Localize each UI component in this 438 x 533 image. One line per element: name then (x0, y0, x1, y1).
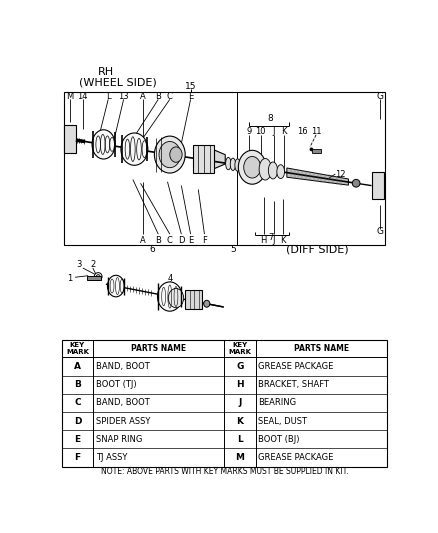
Text: KEY
MARK: KEY MARK (66, 342, 89, 356)
Text: 8: 8 (267, 114, 273, 123)
Text: C: C (167, 92, 173, 101)
Text: BOOT (TJ): BOOT (TJ) (96, 380, 137, 389)
Text: GREASE PACKAGE: GREASE PACKAGE (258, 453, 334, 462)
Text: 1: 1 (67, 273, 72, 282)
Text: B: B (155, 92, 161, 101)
Ellipse shape (244, 157, 261, 178)
Text: E: E (188, 236, 193, 245)
Bar (64, 92, 385, 245)
Text: 11: 11 (311, 127, 321, 136)
Text: H: H (261, 236, 267, 245)
Text: 3: 3 (76, 261, 81, 269)
Bar (62, 340, 387, 467)
Text: NOTE: ABOVE PARTS WITH KEY MARKS MUST BE SUPPLIED IN KIT.: NOTE: ABOVE PARTS WITH KEY MARKS MUST BE… (101, 467, 348, 476)
Text: E: E (188, 92, 193, 101)
Text: J: J (272, 127, 275, 136)
Text: 4: 4 (167, 273, 173, 282)
Bar (64, 125, 76, 153)
Text: E: E (74, 435, 81, 444)
Text: (DIFF SIDE): (DIFF SIDE) (286, 245, 349, 255)
Ellipse shape (168, 288, 184, 308)
Text: A: A (74, 362, 81, 371)
Ellipse shape (158, 282, 182, 311)
Ellipse shape (96, 274, 100, 278)
Ellipse shape (352, 180, 360, 187)
Text: GREASE PACKAGE: GREASE PACKAGE (258, 362, 334, 371)
Text: 6: 6 (149, 245, 155, 254)
Ellipse shape (277, 165, 285, 179)
Text: G: G (377, 227, 384, 236)
Bar (185, 290, 202, 309)
Bar (87, 277, 100, 280)
Text: 7: 7 (269, 233, 274, 243)
Text: KEY
MARK: KEY MARK (228, 342, 251, 356)
Polygon shape (215, 150, 225, 168)
Ellipse shape (204, 300, 210, 307)
Ellipse shape (92, 130, 115, 159)
Ellipse shape (238, 150, 266, 184)
Ellipse shape (170, 147, 182, 162)
Text: C: C (167, 236, 173, 245)
Text: 5: 5 (230, 245, 236, 254)
Ellipse shape (226, 157, 231, 169)
Text: PARTS NAME: PARTS NAME (131, 344, 186, 353)
Text: L: L (237, 435, 243, 444)
Text: 15: 15 (185, 82, 196, 91)
Text: 12: 12 (336, 169, 346, 179)
Bar (193, 146, 215, 173)
Text: J: J (272, 236, 275, 245)
Text: 13: 13 (118, 92, 129, 101)
Text: K: K (280, 236, 286, 245)
Text: G: G (236, 362, 244, 371)
Text: 9: 9 (247, 127, 252, 136)
Text: A: A (140, 236, 146, 245)
Text: F: F (202, 236, 207, 245)
Text: B: B (155, 236, 161, 245)
Text: M: M (66, 92, 73, 101)
Ellipse shape (107, 275, 124, 297)
Text: SPIDER ASSY: SPIDER ASSY (96, 417, 150, 426)
Text: BAND, BOOT: BAND, BOOT (96, 362, 150, 371)
Ellipse shape (94, 273, 102, 280)
Text: 14: 14 (78, 92, 88, 101)
Text: J: J (238, 398, 242, 407)
Text: BAND, BOOT: BAND, BOOT (96, 398, 150, 407)
Text: B: B (74, 380, 81, 389)
Text: G: G (377, 92, 384, 101)
Text: SNAP RING: SNAP RING (96, 435, 142, 444)
Text: C: C (74, 398, 81, 407)
Text: A: A (140, 92, 146, 101)
Text: K: K (237, 417, 244, 426)
Text: 2: 2 (90, 261, 95, 269)
Ellipse shape (155, 136, 185, 173)
Ellipse shape (121, 133, 148, 165)
Bar (371, 172, 384, 199)
Text: D: D (178, 236, 184, 245)
Text: 16: 16 (297, 127, 307, 136)
Text: K: K (281, 127, 286, 136)
Text: BOOT (BJ): BOOT (BJ) (258, 435, 300, 444)
Ellipse shape (310, 148, 313, 151)
Polygon shape (287, 168, 349, 185)
Ellipse shape (268, 162, 278, 179)
Text: F: F (74, 453, 81, 462)
Text: BEARING: BEARING (258, 398, 297, 407)
Text: SEAL, DUST: SEAL, DUST (258, 417, 307, 426)
Text: PARTS NAME: PARTS NAME (294, 344, 349, 353)
Text: 10: 10 (255, 127, 266, 136)
Text: M: M (235, 453, 244, 462)
Text: BRACKET, SHAFT: BRACKET, SHAFT (258, 380, 329, 389)
Text: TJ ASSY: TJ ASSY (96, 453, 127, 462)
Ellipse shape (159, 141, 180, 168)
Ellipse shape (230, 158, 236, 171)
Bar (312, 149, 321, 152)
Ellipse shape (259, 158, 272, 180)
Text: (WHEEL SIDE): (WHEEL SIDE) (79, 77, 157, 87)
Text: H: H (236, 380, 244, 389)
Text: D: D (74, 417, 81, 426)
Ellipse shape (235, 159, 240, 171)
Text: L: L (106, 92, 110, 101)
Text: RH: RH (98, 68, 114, 77)
